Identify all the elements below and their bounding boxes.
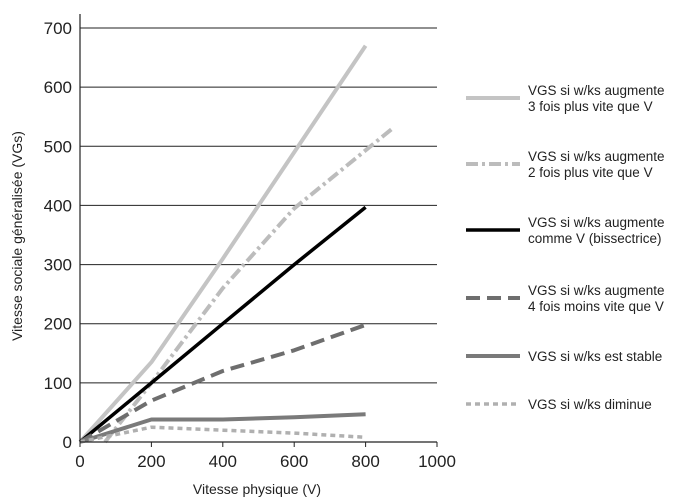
series-lines	[78, 44, 394, 444]
series-line-3	[78, 205, 367, 444]
x-tick-label: 200	[137, 452, 165, 471]
legend-label: VGS si w/ks augmente	[528, 215, 665, 230]
x-tick-label: 1000	[418, 452, 456, 471]
x-tick-label: 800	[351, 452, 379, 471]
y-tick-label: 400	[44, 196, 72, 215]
legend-label: 3 fois plus vite que V	[528, 99, 653, 114]
y-tick-label: 500	[44, 137, 72, 156]
y-axis-label: Vitesse sociale généralisée (VGs)	[9, 131, 25, 341]
y-tick-label: 700	[44, 19, 72, 38]
y-tick-label: 300	[44, 256, 72, 275]
y-tick-label: 200	[44, 315, 72, 334]
series-line-4	[78, 323, 367, 444]
x-axis-label: Vitesse physique (V)	[193, 481, 321, 497]
x-tick-label: 400	[209, 452, 237, 471]
series-line-5	[79, 412, 366, 444]
y-tick-label: 0	[63, 433, 72, 452]
series-line-1	[78, 44, 368, 444]
grid-lines	[80, 27, 437, 384]
legend-label: VGS si w/ks augmente	[528, 83, 665, 98]
y-tick-label: 600	[44, 78, 72, 97]
legend-label: VGS si w/ks augmente	[528, 283, 665, 298]
legend-label: 4 fois moins vite que V	[528, 299, 664, 314]
y-tick-label: 100	[44, 374, 72, 393]
series-line-2	[103, 126, 394, 444]
legend-label: VGS si w/ks diminue	[528, 397, 652, 412]
legend-label: VGS si w/ks augmente	[528, 149, 665, 164]
x-tick-label: 0	[75, 452, 84, 471]
legend-label: 2 fois plus vite que V	[528, 165, 653, 180]
series-line-6	[79, 425, 366, 444]
tick-labels: 0 100 200 300 400 500 600 700 0 200 400 600 800 1000	[44, 19, 456, 471]
axes	[79, 14, 438, 447]
legend-label: VGS si w/ks est stable	[528, 349, 662, 364]
legend-label: comme V (bissectrice)	[528, 231, 662, 246]
x-tick-label: 600	[280, 452, 308, 471]
